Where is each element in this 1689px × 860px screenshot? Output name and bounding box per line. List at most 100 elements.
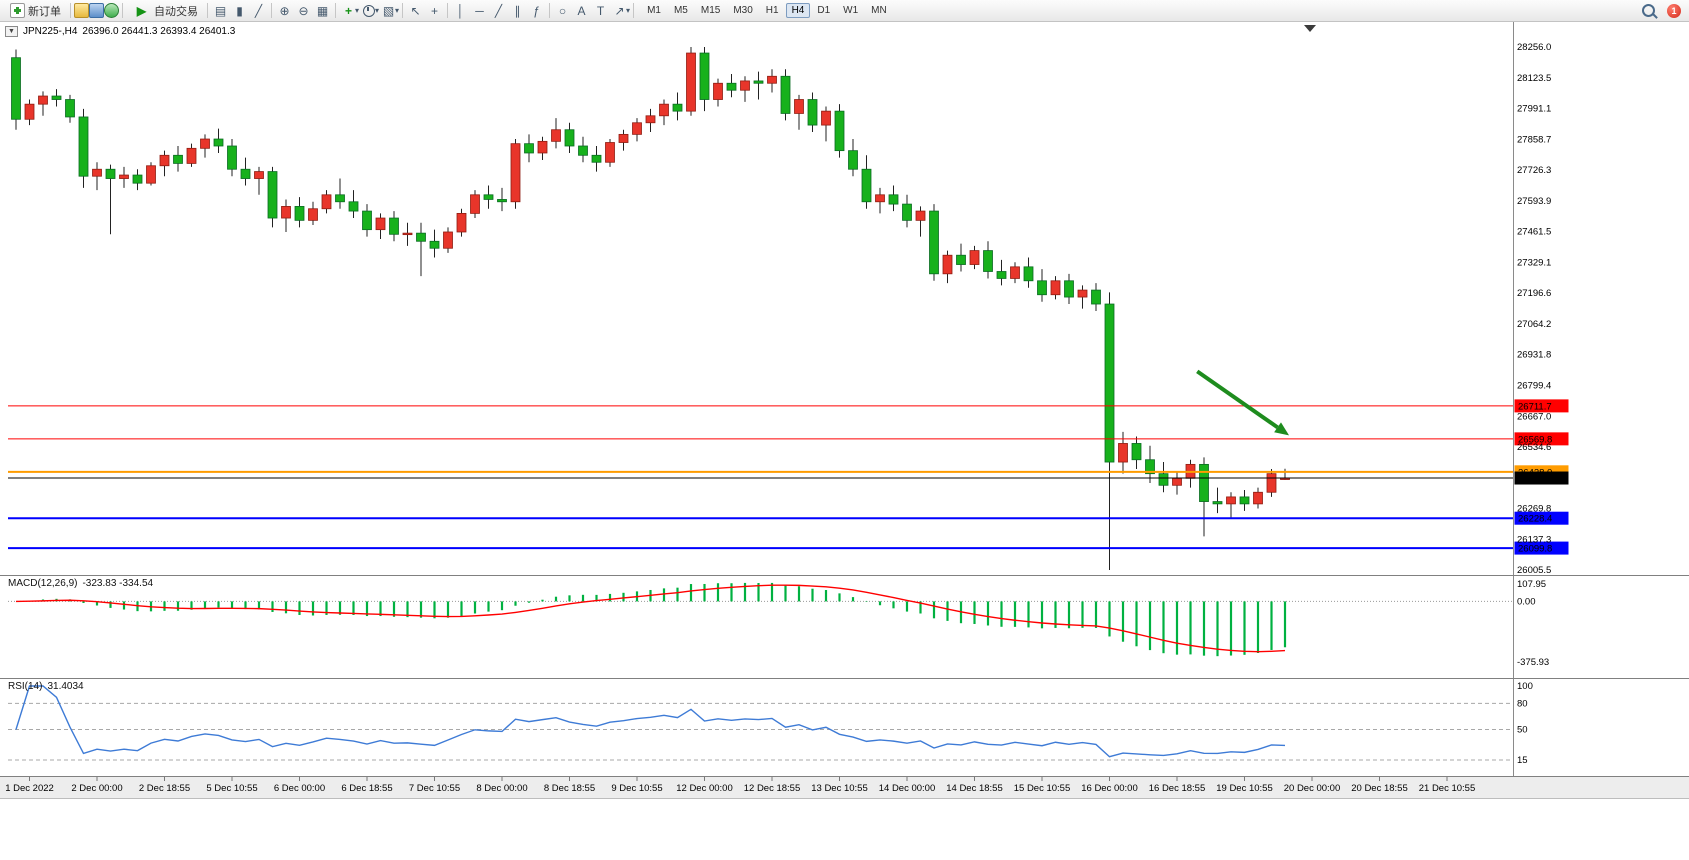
candle-body [105,168,116,179]
candle-body [240,168,251,179]
chart-title: ▼ JPN225-,H4 26396.0 26441.3 26393.4 264… [5,26,235,37]
candle-body [254,171,264,179]
one-click-trading-toggle[interactable]: ▼ [5,26,18,37]
chart-background [0,22,1689,798]
candle-body [1226,496,1236,505]
chart-shift-marker[interactable] [1304,25,1316,32]
time-label: 8 Dec 18:55 [544,783,595,794]
cursor-tool-icon[interactable]: ↖ [410,3,421,18]
macd-title: MACD(12,26,9) [8,578,78,589]
candle-body [929,210,939,275]
crosshair-tool-icon[interactable]: + [431,3,439,18]
candle-body [1037,280,1047,296]
toolbar-separator [633,3,635,18]
timeframe-button-m15[interactable]: M15 [700,5,721,16]
template-button[interactable]: ▧ [382,3,395,18]
toolbar-separator [70,3,71,18]
timeframe-button-d1[interactable]: D1 [817,5,831,16]
fibonacci-tool-icon[interactable]: ƒ [533,3,540,18]
candle-body [402,232,413,236]
rsi-line [15,685,1286,758]
text-label-tool-icon[interactable]: T [596,3,605,18]
timeframe-button-w1[interactable]: W1 [843,5,859,16]
candle-body [902,203,912,221]
candle-body [726,82,737,91]
timeframe-button-h4[interactable]: H4 [785,3,811,18]
price-tag-text: 26711.7 [1518,401,1552,412]
candle-body [321,194,332,210]
toolbar-separator [335,3,336,18]
candle-body [200,138,210,149]
candle-body [915,210,926,221]
price-tick-label: 26005.5 [1517,565,1551,576]
new-order-button[interactable]: 新订单 [4,1,67,21]
rsi-tick-label: 50 [1517,725,1528,736]
time-label: 16 Dec 18:55 [1149,783,1206,794]
text-tool-icon[interactable]: A [577,3,586,18]
candle-body [443,231,453,249]
add-indicator-button[interactable]: + [344,3,352,18]
zoom-in-icon[interactable]: ⊕ [279,3,290,18]
zoom-out-icon[interactable]: ⊖ [298,3,309,18]
channel-tool-icon[interactable]: ∥ [514,3,521,18]
candle-body [1118,443,1128,463]
candle-body [875,194,885,203]
clock-icon [362,4,375,17]
time-axis-strip[interactable] [0,777,1689,798]
candle-body [335,194,345,203]
shapes-tool-icon[interactable]: ○ [558,3,567,18]
price-tag-text: 26228.4 [1518,514,1552,525]
autotrading-icon: ▶ [136,3,147,18]
arrows-dropdown-caret[interactable]: ▾ [626,6,631,15]
notification-badge[interactable]: 1 [1667,3,1681,18]
new-chart-button[interactable] [74,3,89,18]
candle-body [362,210,372,231]
candle-body [672,103,683,112]
trendline-tool-icon[interactable]: ╱ [494,3,503,18]
line-chart-button[interactable]: ╱ [254,3,263,18]
toolbar-separator [447,3,449,18]
price-tick-label: 27064.2 [1517,319,1551,330]
indicator-dropdown-caret[interactable]: ▾ [355,6,360,15]
candle-body [969,250,980,265]
timeframe-button-m5[interactable]: M5 [673,5,688,16]
macd-indicator-label: MACD(12,26,9) -323.83 -334.54 [8,578,153,589]
profiles-button[interactable] [89,3,104,18]
horizontal-line-tool-icon[interactable]: ─ [475,3,484,18]
candle-body [1253,491,1263,505]
candle-body [227,145,237,170]
timeframe-button-h1[interactable]: H1 [765,5,779,16]
template-dropdown-caret[interactable]: ▾ [395,6,400,15]
annotation-arrow-head[interactable] [1274,422,1290,436]
candle-body [605,142,615,163]
annotation-arrow-shaft[interactable] [1196,369,1279,429]
bar-chart-button[interactable]: ▤ [214,3,227,18]
price-tick-label: 26137.3 [1517,534,1551,545]
tile-windows-icon[interactable]: ▦ [316,3,329,18]
periods-button[interactable] [359,1,378,20]
candle-body [996,271,1007,279]
candle-body [38,95,48,105]
candle-body [11,57,21,120]
timeframe-button-m1[interactable]: M1 [647,5,661,16]
candlestick-series [11,47,1290,570]
candle-body [213,138,224,147]
arrows-tool-icon[interactable]: ↗ [614,3,625,18]
timeframe-button-mn[interactable]: MN [871,5,887,16]
candle-body [119,174,129,179]
candle-body [470,194,480,214]
time-label: 14 Dec 00:00 [879,783,936,794]
periods-dropdown-caret[interactable]: ▾ [375,6,380,15]
candle-body [308,208,318,221]
candlestick-chart-button[interactable]: ▮ [236,3,243,18]
time-label: 13 Dec 10:55 [811,783,868,794]
price-tick-label: 27461.5 [1517,227,1551,238]
vertical-line-tool-icon[interactable]: │ [456,3,465,18]
price-tick-label: 26931.8 [1517,350,1551,361]
market-watch-button[interactable] [104,3,119,18]
candle-body [591,154,602,163]
timeframe-button-m30[interactable]: M30 [733,5,753,16]
search-icon[interactable] [1642,4,1655,17]
autotrading-button[interactable]: ▶ 自动交易 [126,0,204,22]
time-label: 12 Dec 00:00 [676,783,733,794]
